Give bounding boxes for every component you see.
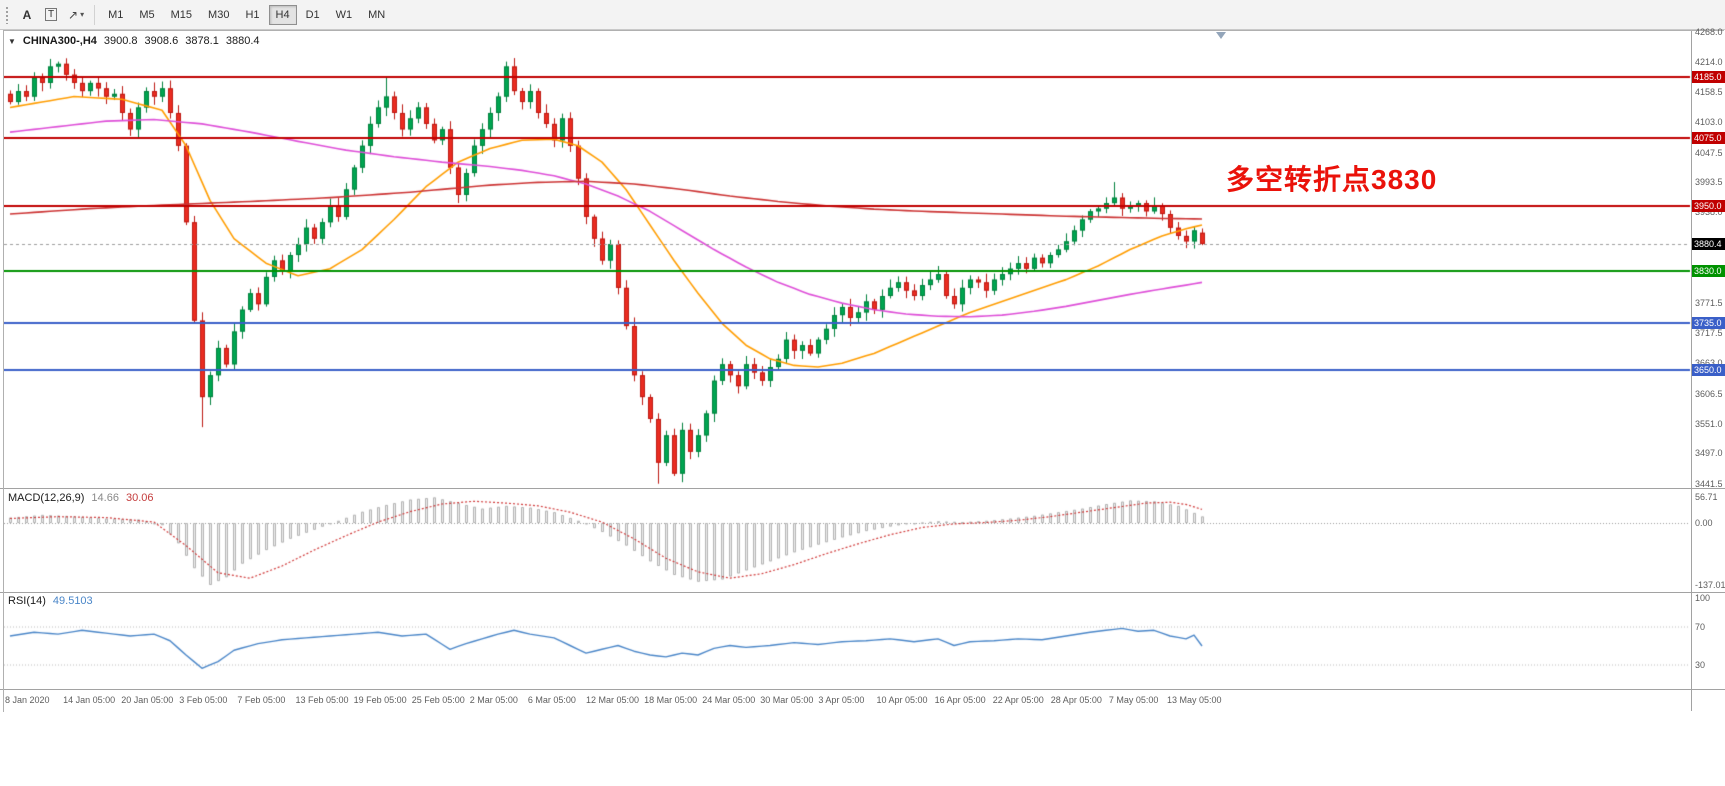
chart-shift-marker-icon[interactable] (1216, 32, 1226, 39)
rsi-header: RSI(14) 49.5103 (8, 595, 93, 607)
toolbar-separator (94, 4, 96, 25)
time-axis-label: 3 Apr 05:00 (818, 695, 865, 705)
arrow-tool-icon: ↗ (68, 7, 79, 22)
macd-title: MACD(12,26,9) (8, 492, 85, 504)
price-axis-label: 3551.0 (1695, 418, 1723, 429)
price-axis-label: 3993.5 (1695, 177, 1723, 188)
price-axis-label: 4158.5 (1695, 86, 1723, 97)
price-axis-label: 4047.5 (1695, 147, 1723, 158)
price-axis-label: 3771.5 (1695, 298, 1723, 309)
time-axis-label: 7 May 05:00 (1108, 695, 1159, 705)
timeframe-button-m30[interactable]: M30 (201, 5, 236, 25)
price-level-badge: 4075.0 (1692, 131, 1725, 144)
macd-axis-label: 0.00 (1695, 518, 1713, 528)
time-axis-label: 10 Apr 05:00 (876, 695, 928, 705)
timeframe-button-m15[interactable]: M15 (164, 5, 199, 25)
symbol-marker-icon: ▼ (8, 36, 16, 46)
price-axis-label: 3441.5 (1695, 478, 1723, 489)
price-axis-label: 4214.0 (1695, 56, 1723, 67)
time-axis-label: 2 Mar 05:00 (469, 695, 518, 705)
macd-main-value: 14.66 (91, 492, 119, 504)
price-level-badge: 3735.0 (1692, 317, 1725, 330)
price-axis-label: 3497.0 (1695, 448, 1723, 459)
text-tool-icon: A (22, 7, 32, 22)
ohlc-close: 3880.4 (225, 35, 260, 47)
label-tool-button[interactable]: T (40, 4, 62, 26)
macd-axis-label: 56.71 (1695, 492, 1718, 503)
ohlc-high: 3908.6 (144, 35, 179, 47)
rsi-axis-label: 100 (1695, 593, 1711, 603)
macd-signal-value: 30.06 (125, 492, 154, 504)
timeframe-button-h4[interactable]: H4 (268, 4, 297, 25)
toolbar: A T ↗ ▾ M1 M5 M15 M30 H1 H4 D1 W1 MN (0, 0, 1725, 30)
time-axis-label: 28 Apr 05:00 (1050, 695, 1102, 705)
price-level-badge: 3950.0 (1692, 199, 1725, 212)
current-price-badge: 3880.4 (1692, 237, 1725, 250)
time-axis-label: 13 May 05:00 (1167, 695, 1222, 705)
time-axis-label: 19 Feb 05:00 (353, 695, 407, 705)
rsi-title: RSI(14) (8, 595, 46, 607)
timeframe-button-mn[interactable]: MN (361, 5, 392, 25)
label-tool-icon: T (44, 8, 58, 21)
price-level-badge: 3650.0 (1692, 363, 1725, 376)
rsi-axis-label: 70 (1695, 621, 1706, 632)
time-axis-label: 25 Feb 05:00 (411, 695, 465, 705)
price-axis-border (1691, 31, 1692, 711)
time-axis-label: 13 Feb 05:00 (295, 695, 349, 705)
ohlc-open: 3900.8 (103, 35, 138, 47)
timeframe-button-h1[interactable]: H1 (238, 5, 266, 25)
timeframe-button-m5[interactable]: M5 (132, 5, 161, 25)
macd-axis-label: -137.01 (1695, 579, 1725, 590)
panel-splitter-macd[interactable] (0, 488, 1725, 489)
time-axis-label: 16 Apr 05:00 (934, 695, 986, 705)
time-axis-label: 22 Apr 05:00 (992, 695, 1044, 705)
panel-splitter-rsi[interactable] (0, 592, 1725, 593)
time-axis-label: 14 Jan 05:00 (63, 695, 116, 705)
time-axis-label: 8 Jan 2020 (5, 695, 50, 705)
price-axis-label: 4103.0 (1695, 117, 1723, 128)
toolbar-drag-handle[interactable] (5, 5, 10, 24)
time-axis-label: 24 Mar 05:00 (702, 695, 756, 705)
price-level-badge: 4185.0 (1692, 71, 1725, 84)
timeframe-button-w1[interactable]: W1 (329, 5, 360, 25)
price-chart-canvas[interactable] (4, 31, 1691, 689)
price-axis-label: 4268.0 (1695, 27, 1723, 38)
price-axis-label: 3938.0 (1695, 207, 1723, 218)
price-axis-label: 3606.5 (1695, 388, 1723, 399)
price-level-badge: 3830.0 (1692, 265, 1725, 278)
annotation-text[interactable]: 多空转折点3830 (1226, 164, 1438, 195)
time-axis-label: 3 Feb 05:00 (179, 695, 228, 705)
text-tool-button[interactable]: A (16, 4, 38, 26)
time-axis-label: 12 Mar 05:00 (586, 695, 640, 705)
rsi-axis-label: 30 (1695, 659, 1706, 670)
ohlc-low: 3878.1 (185, 35, 219, 47)
symbol-title: CHINA300-,H4 (22, 35, 97, 47)
timeframe-button-m1[interactable]: M1 (101, 5, 130, 25)
chart-ohlc-header: ▼ CHINA300-,H4 3900.8 3908.6 3878.1 3880… (8, 35, 260, 47)
rsi-value: 49.5103 (52, 595, 93, 607)
time-axis-label: 18 Mar 05:00 (644, 695, 698, 705)
dropdown-caret-icon: ▾ (80, 10, 85, 19)
time-axis-label: 7 Feb 05:00 (237, 695, 286, 705)
timeframe-button-d1[interactable]: D1 (299, 5, 327, 25)
price-axis-label: 3663.0 (1695, 357, 1723, 368)
price-axis-label: 3717.5 (1695, 327, 1723, 338)
time-axis-border (0, 689, 1725, 690)
macd-header: MACD(12,26,9) 14.66 30.06 (8, 492, 153, 504)
time-axis-label: 6 Mar 05:00 (527, 695, 576, 705)
time-axis-label: 30 Mar 05:00 (760, 695, 814, 705)
shapes-dropdown-button[interactable]: ↗ ▾ (64, 4, 88, 26)
time-axis-label: 20 Jan 05:00 (121, 695, 174, 705)
